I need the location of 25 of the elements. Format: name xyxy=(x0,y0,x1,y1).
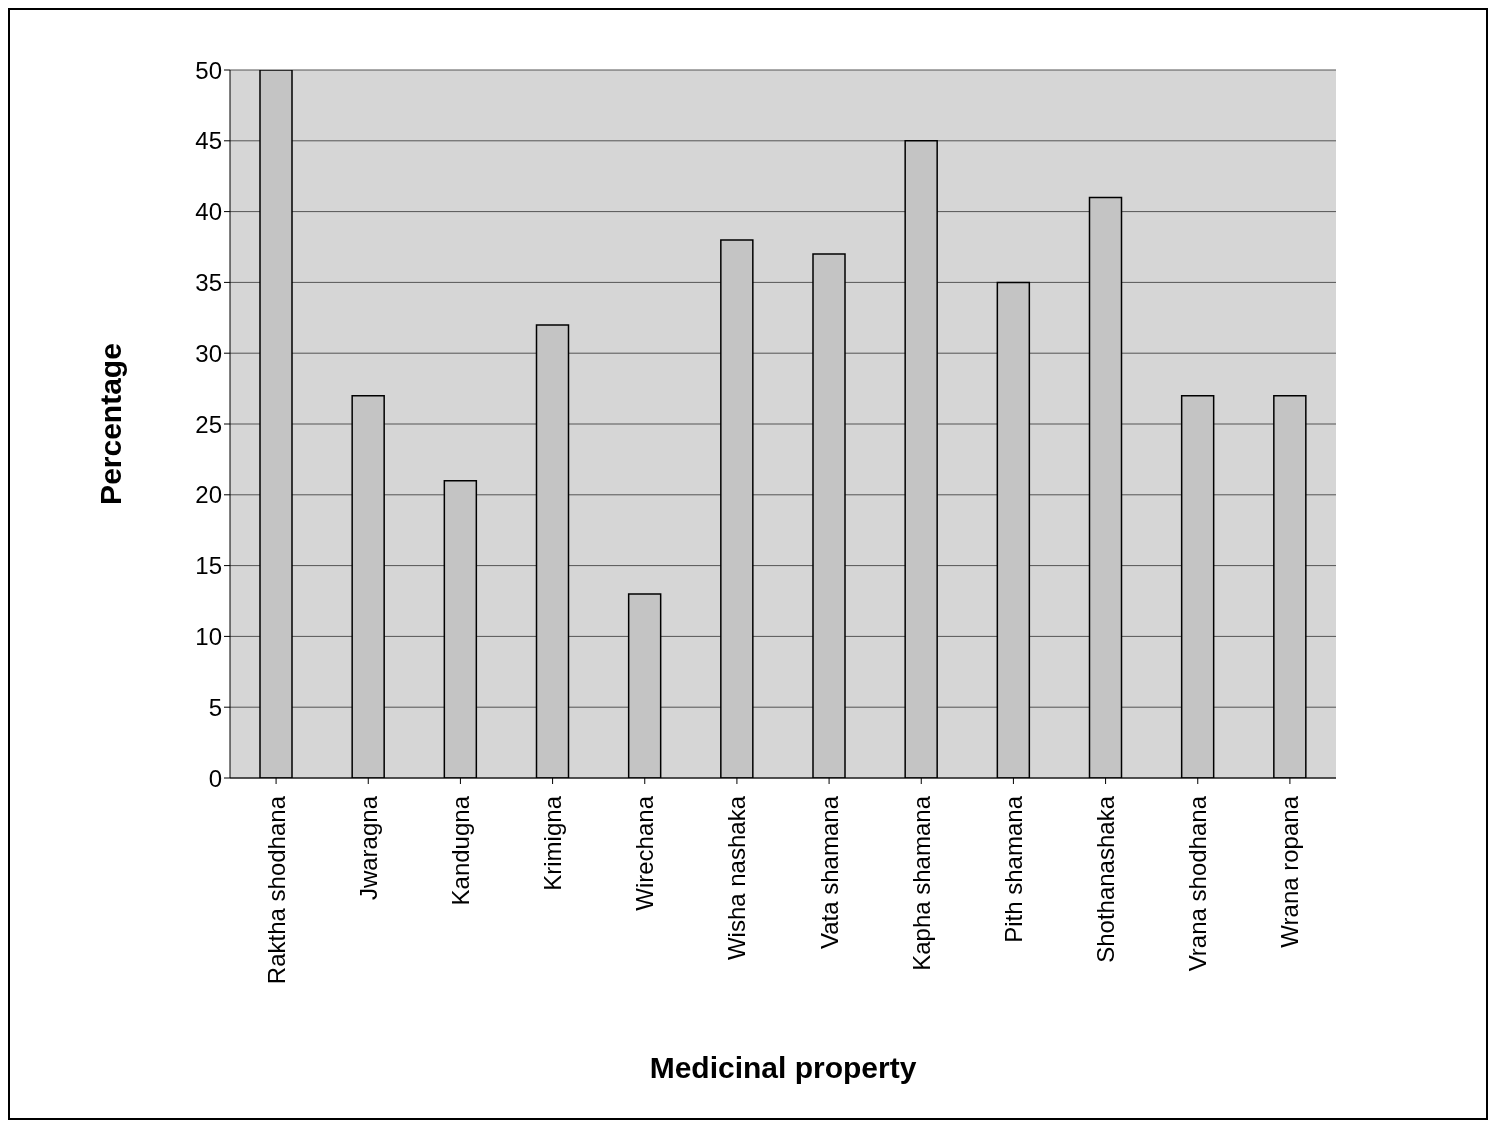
x-tick-label: Wisha nashaka xyxy=(723,795,751,961)
x-tick-label: Pith shamana xyxy=(999,795,1027,943)
x-tick-label: Kapha shamana xyxy=(907,795,935,971)
x-tick-label: Jwaragna xyxy=(354,795,382,901)
x-axis-title: Medicinal property xyxy=(649,1051,917,1084)
x-tick-label: Vrana shodhana xyxy=(1184,795,1212,972)
y-tick-label: 50 xyxy=(195,56,222,84)
y-tick-label: 0 xyxy=(208,764,222,792)
y-tick-label: 35 xyxy=(195,268,222,296)
x-tick-label: Raktha shodhana xyxy=(262,795,290,985)
x-tick-label: Krimigna xyxy=(539,795,567,891)
y-axis-title: Percentage xyxy=(93,343,127,505)
x-tick-label: Vata shamana xyxy=(815,795,843,949)
y-tick-label: 45 xyxy=(195,127,222,155)
y-tick-label: 15 xyxy=(195,552,222,580)
y-tick-label: 5 xyxy=(208,693,222,721)
x-tick-label: Shothanashaka xyxy=(1092,795,1120,963)
x-tick-label: Wirechana xyxy=(631,795,659,911)
y-tick-label: 20 xyxy=(195,481,222,509)
y-tick-label: 30 xyxy=(195,339,222,367)
y-tick-label: 40 xyxy=(195,198,222,226)
y-tick-label: 25 xyxy=(195,410,222,438)
x-tick-label: Kandugna xyxy=(446,795,474,906)
x-tick-label: Wrana ropana xyxy=(1276,795,1304,948)
y-tick-label: 10 xyxy=(195,622,222,650)
